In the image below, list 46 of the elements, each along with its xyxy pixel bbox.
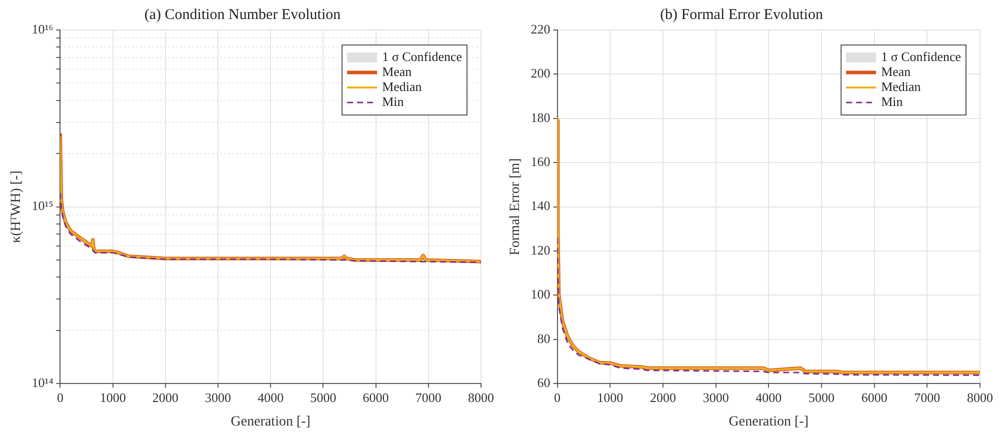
x-tick-label: 8000 xyxy=(967,390,993,405)
y-tick-label: 160 xyxy=(530,154,550,170)
y-tick-label: 10¹⁴ xyxy=(32,375,54,390)
line-series xyxy=(557,236,980,376)
legend-label: Mean xyxy=(881,64,912,79)
y-tick-label: 80 xyxy=(537,330,550,346)
x-tick-label: 5000 xyxy=(808,390,834,405)
x-tick-label: 7000 xyxy=(914,390,940,405)
x-tick-label: 8000 xyxy=(468,390,494,405)
y-tick-label: 100 xyxy=(530,286,550,302)
line-series xyxy=(60,192,481,264)
y-tick-label: 10¹⁵ xyxy=(32,198,54,214)
y-tick-label: 60 xyxy=(537,375,550,390)
x-tick-label: 4000 xyxy=(258,390,284,405)
legend-label: Median xyxy=(881,78,922,94)
x-tick-label: 5000 xyxy=(310,390,336,405)
x-tick-label: 3000 xyxy=(702,390,729,405)
legend-label: 1 σ Confidence xyxy=(382,48,462,64)
y-axis-title: κ(HᵀWH) [-] xyxy=(9,170,24,243)
x-tick-label: 6000 xyxy=(861,390,888,405)
y-tick-label: 180 xyxy=(530,110,550,125)
y-tick-label: 10¹⁶ xyxy=(32,21,54,36)
x-axis-title: Generation [-] xyxy=(230,414,310,430)
x-tick-label: 3000 xyxy=(205,390,232,405)
y-tick-label: 200 xyxy=(530,66,550,81)
chart-title: (b) Formal Error Evolution xyxy=(660,6,824,23)
legend-label: Min xyxy=(881,94,904,109)
legend-label: 1 σ Confidence xyxy=(881,48,962,64)
x-tick-label: 0 xyxy=(56,390,64,405)
y-tick-label: 120 xyxy=(530,242,550,258)
y-tick-label: 220 xyxy=(530,21,550,36)
y-tick-label: 140 xyxy=(530,198,550,214)
x-tick-label: 4000 xyxy=(756,390,782,405)
x-tick-label: 2000 xyxy=(152,390,178,405)
legend-label: Median xyxy=(382,78,422,94)
x-tick-label: 1000 xyxy=(597,390,624,405)
legend-label: Mean xyxy=(382,64,412,79)
x-tick-label: 0 xyxy=(554,390,561,405)
legend-label: Min xyxy=(382,94,404,109)
x-tick-label: 2000 xyxy=(650,390,676,405)
x-tick-label: 6000 xyxy=(362,390,389,405)
y-axis-title: Formal Error [m] xyxy=(508,158,524,256)
chart-title: (a) Condition Number Evolution xyxy=(144,6,342,23)
x-axis-title: Generation [-] xyxy=(728,414,808,430)
x-tick-label: 7000 xyxy=(415,390,442,405)
x-tick-label: 1000 xyxy=(100,390,126,405)
